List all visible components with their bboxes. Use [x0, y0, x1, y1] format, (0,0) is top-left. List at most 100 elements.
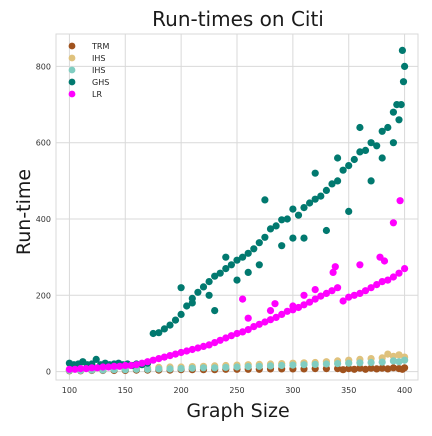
data-point: [244, 268, 252, 276]
legend-label: LR: [92, 90, 102, 99]
data-point: [289, 302, 297, 310]
chart-title: Run-times on Citi: [152, 7, 324, 31]
data-point: [334, 177, 342, 185]
data-point: [92, 355, 100, 363]
y-axis-label: Run-time: [13, 169, 35, 255]
data-point: [205, 291, 213, 299]
data-point: [334, 365, 342, 373]
data-point: [322, 226, 330, 235]
data-point: [266, 225, 275, 233]
data-point: [328, 180, 336, 188]
y-tick-label: 0: [46, 368, 51, 377]
data-point: [121, 361, 129, 370]
data-point: [239, 328, 247, 336]
data-point: [339, 297, 347, 305]
data-point: [395, 269, 403, 277]
data-point: [239, 295, 247, 303]
data-point: [311, 195, 319, 203]
data-point: [65, 365, 73, 373]
data-point: [361, 146, 370, 154]
data-point: [384, 350, 392, 358]
series-lr-points: [65, 197, 409, 373]
data-point: [396, 197, 404, 205]
data-point: [144, 358, 152, 366]
data-point: [233, 329, 241, 338]
x-tick-label: 200: [173, 386, 188, 395]
data-point: [149, 356, 157, 364]
data-point: [266, 362, 275, 370]
data-point: [317, 192, 325, 200]
data-point: [356, 364, 364, 372]
data-point: [177, 348, 185, 357]
data-point: [356, 359, 364, 367]
data-point: [367, 139, 375, 147]
data-point: [239, 253, 247, 261]
data-point: [278, 361, 286, 370]
data-point: [222, 265, 230, 273]
data-point: [283, 215, 291, 223]
data-point: [367, 364, 375, 372]
data-point: [389, 108, 397, 116]
x-tick-label: 100: [62, 386, 77, 395]
data-point: [233, 363, 241, 371]
data-point: [384, 365, 392, 373]
data-point: [171, 316, 180, 324]
data-point: [88, 364, 96, 372]
data-point: [395, 351, 403, 359]
legend-label: TRM: [91, 42, 109, 51]
data-point: [261, 233, 269, 241]
legend-marker: [68, 42, 76, 50]
data-point: [144, 365, 152, 373]
data-point: [300, 204, 308, 212]
data-point: [356, 123, 364, 132]
data-point: [261, 318, 269, 326]
data-point: [328, 287, 336, 295]
data-point: [294, 303, 303, 312]
data-point: [373, 142, 381, 150]
data-point: [205, 278, 213, 286]
data-point: [205, 341, 213, 349]
data-point: [227, 332, 235, 340]
data-point: [211, 364, 219, 372]
data-point: [401, 356, 409, 364]
data-point: [373, 281, 381, 289]
data-point: [227, 261, 235, 269]
data-point: [93, 364, 101, 372]
data-point: [317, 292, 325, 300]
data-point: [300, 291, 308, 299]
legend-marker: [68, 78, 76, 86]
data-point: [261, 196, 269, 204]
data-point: [367, 177, 375, 185]
legend-marker: [68, 54, 76, 62]
data-point: [345, 207, 353, 215]
data-point: [155, 329, 163, 337]
data-point: [350, 365, 358, 373]
data-point: [255, 261, 263, 269]
data-point: [272, 313, 280, 321]
data-point: [389, 357, 397, 365]
legend-marker: [68, 90, 76, 98]
data-point: [250, 245, 258, 253]
data-point: [188, 299, 196, 307]
data-point: [389, 219, 397, 227]
data-point: [244, 326, 252, 334]
data-point: [345, 359, 353, 367]
data-point: [71, 365, 79, 373]
data-point: [356, 261, 364, 269]
y-tick-label: 800: [36, 62, 51, 71]
data-point: [356, 148, 364, 156]
data-point: [127, 361, 135, 370]
data-point: [311, 295, 319, 303]
data-point: [194, 288, 202, 296]
data-point: [183, 302, 191, 310]
data-point: [345, 365, 353, 373]
data-point: [222, 253, 230, 261]
x-tick-label: 350: [341, 386, 356, 395]
data-point: [222, 334, 230, 342]
data-point: [233, 256, 241, 264]
data-point: [398, 46, 406, 55]
data-point: [149, 329, 157, 338]
x-tick-label: 150: [118, 386, 133, 395]
